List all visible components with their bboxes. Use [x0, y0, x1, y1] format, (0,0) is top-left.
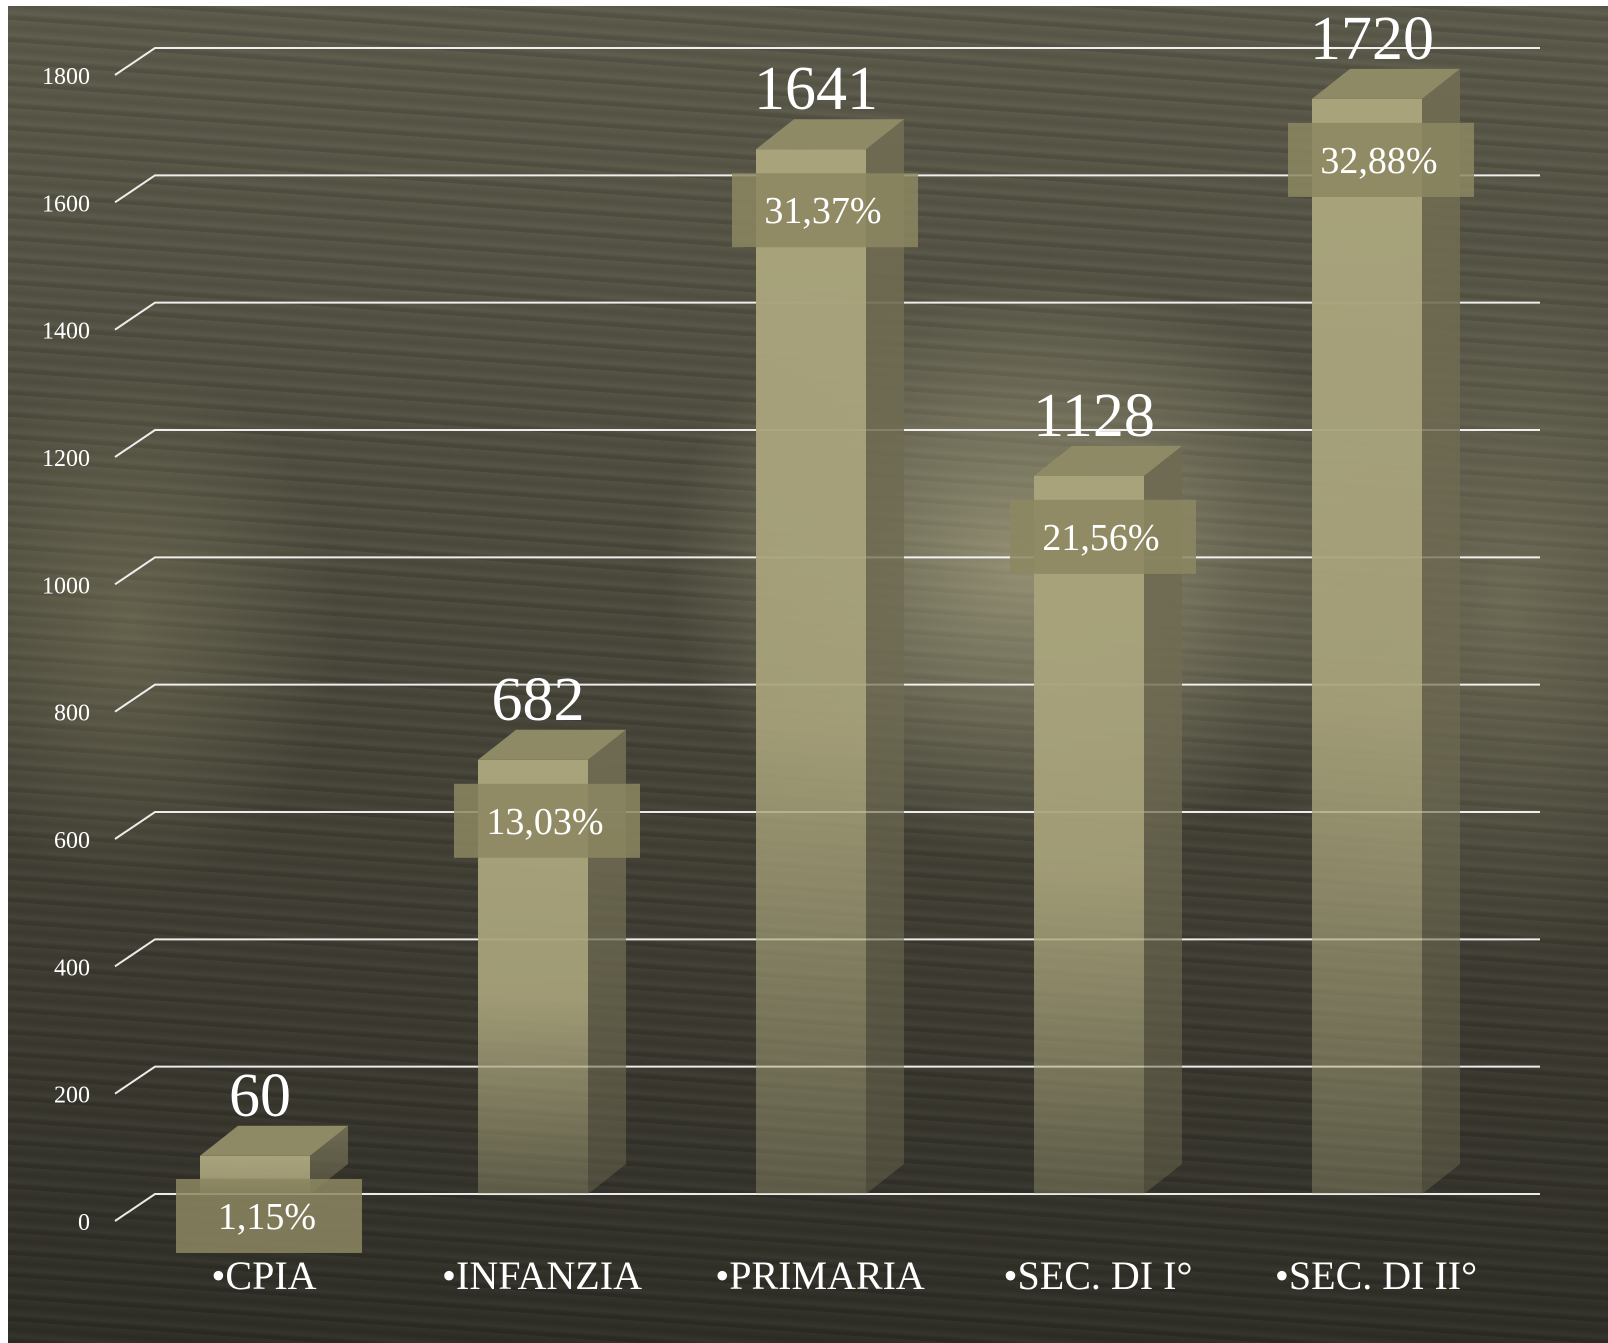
bar-front — [756, 149, 866, 1195]
percent-label: 13,03% — [486, 801, 603, 843]
gridline — [114, 47, 1540, 76]
percent-label-box — [176, 1179, 362, 1253]
gridlines: 0 200 400 600 800 1000 1200 1400 1600 1800 — [42, 47, 1540, 1236]
percent-label-box — [1010, 499, 1196, 574]
chart-area: 0 200 400 600 800 1000 1200 1400 1600 1800 60 1,15… — [8, 6, 1608, 1343]
y-tick-label: 1200 — [42, 446, 90, 472]
value-label: 682 — [492, 666, 585, 734]
gridline — [114, 174, 1540, 204]
percent-label: 32,88% — [1320, 140, 1437, 182]
value-label: 1128 — [1033, 382, 1155, 450]
category-label: •INFANZIA — [442, 1253, 642, 1298]
percent-label-box — [732, 173, 918, 248]
y-tick-label: 200 — [54, 1083, 90, 1109]
y-tick-label: 400 — [54, 955, 90, 981]
bar-top — [200, 1125, 348, 1156]
value-label: 1720 — [1310, 6, 1434, 73]
percent-label: 1,15% — [218, 1196, 316, 1238]
y-tick-label: 600 — [54, 828, 90, 854]
y-tick-label: 1000 — [42, 573, 90, 599]
bar-side — [1144, 445, 1182, 1195]
data-labels: 60 1,15% •CPIA 682 13,03% •INFANZIA 1641 31,37%… — [176, 6, 1477, 1298]
bar-front — [1312, 98, 1422, 1194]
value-label: 60 — [229, 1062, 291, 1130]
category-label: •CPIA — [211, 1253, 316, 1298]
value-label: 1641 — [754, 55, 878, 123]
bar-top — [478, 729, 626, 760]
bar-top — [1312, 68, 1460, 99]
bar-chart: 0 200 400 600 800 1000 1200 1400 1600 1800 60 1,15… — [42, 6, 1540, 1298]
bar-top — [756, 119, 904, 150]
percent-label: 21,56% — [1042, 517, 1159, 559]
y-tick-label: 1600 — [42, 191, 90, 217]
percent-label-box — [454, 783, 640, 858]
category-label: •SEC. DI I° — [1004, 1253, 1193, 1298]
percent-label: 31,37% — [764, 190, 881, 232]
y-tick-label: 0 — [78, 1210, 90, 1236]
y-tick-label: 1400 — [42, 319, 90, 345]
y-tick-label: 800 — [54, 701, 90, 727]
bar-side — [1422, 68, 1460, 1194]
gridline — [114, 429, 1540, 458]
percent-label-box — [1288, 122, 1474, 197]
bar-top — [1034, 445, 1182, 476]
y-tick-label: 1800 — [42, 64, 90, 90]
bar-side — [866, 119, 904, 1195]
category-label: •PRIMARIA — [715, 1253, 925, 1298]
bar-front — [1034, 475, 1144, 1195]
bars — [200, 68, 1460, 1195]
bar-side — [310, 1125, 348, 1194]
category-label: •SEC. DI II° — [1275, 1253, 1477, 1298]
gridline — [114, 301, 1540, 331]
